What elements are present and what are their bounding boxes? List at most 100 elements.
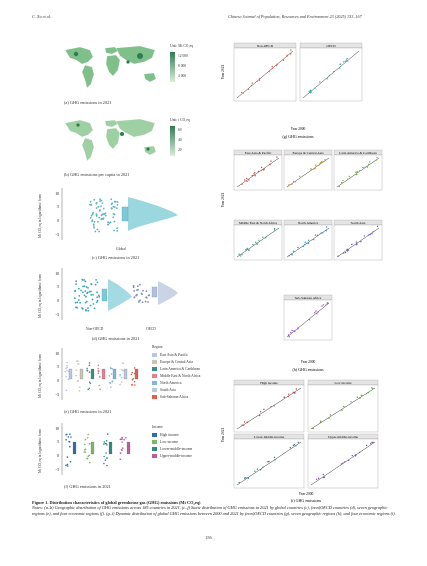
panel-point xyxy=(355,241,358,243)
c-dot xyxy=(112,205,115,208)
f-box xyxy=(72,441,77,455)
c-dot xyxy=(101,202,104,204)
e-dot xyxy=(88,371,91,373)
f-dot xyxy=(86,457,89,460)
c-ylabel: Mt CO₂eq in logarithmic form xyxy=(38,194,42,238)
panel-point xyxy=(269,163,271,166)
panel-point xyxy=(297,246,299,249)
e-dot xyxy=(64,370,66,373)
panel-point xyxy=(273,229,276,231)
e-dot xyxy=(86,370,89,372)
legend-e: Region East Asia & Pacific Europe & Centr… xyxy=(152,345,212,407)
e-dot xyxy=(88,364,91,367)
panel-point xyxy=(286,55,288,57)
f-dot xyxy=(65,464,67,467)
panel-point xyxy=(317,311,319,313)
c-dot xyxy=(91,213,94,216)
panel-point xyxy=(366,166,369,168)
legend-e-item: North America xyxy=(152,379,212,386)
legend-e-item: Europe & Central Asia xyxy=(152,358,212,365)
panel-point xyxy=(365,393,368,395)
e-dot xyxy=(97,372,100,375)
panel-fit-line xyxy=(336,227,380,258)
d-dot-oecd xyxy=(145,290,148,293)
d-dot-nonoecd xyxy=(84,290,87,292)
legend-label: East Asia & Pacific xyxy=(160,352,189,357)
panel-point xyxy=(244,179,246,181)
legend-f-item: Lower-middle-income xyxy=(152,445,212,452)
e-dot xyxy=(119,375,121,377)
legend-label: South Asia xyxy=(160,387,176,392)
panel-point xyxy=(306,242,308,244)
panel-point xyxy=(245,249,247,251)
panel-point xyxy=(370,442,372,445)
panel-point xyxy=(288,255,290,257)
panel-title: South Asia xyxy=(351,221,366,225)
e-dot xyxy=(111,381,113,383)
d-dot-nonoecd xyxy=(92,303,95,305)
map-b-legend-3: 20 xyxy=(178,148,182,152)
d-dot-nonoecd xyxy=(90,294,93,296)
panel-point xyxy=(364,166,366,168)
d-dot-nonoecd xyxy=(94,283,97,286)
map-a-legend-3: 4 000 xyxy=(178,74,187,78)
panel-point xyxy=(276,156,278,158)
d-dot-oecd xyxy=(133,296,136,299)
panel-point xyxy=(262,169,265,171)
d-dot-nonoecd xyxy=(87,309,90,312)
legend-e-item: South Asia xyxy=(152,386,212,393)
panel-point xyxy=(308,319,311,321)
e-box xyxy=(79,368,84,380)
e-dot xyxy=(77,363,80,365)
panel-point xyxy=(348,177,351,180)
panel-point xyxy=(359,397,361,399)
caption-h: (h) GHG emissions xyxy=(292,367,324,372)
c-dot xyxy=(100,199,103,202)
c-dot xyxy=(110,207,113,210)
d-dot-nonoecd xyxy=(77,287,80,290)
panel-point xyxy=(292,391,294,393)
chart-d-oecd: 10 5 0 −5 xyxy=(50,265,200,325)
f-dot xyxy=(65,439,67,441)
e-dot xyxy=(99,375,101,378)
panel-point xyxy=(358,451,361,454)
legend-label: Upper-middle-income xyxy=(160,453,192,458)
c-dot xyxy=(99,198,101,201)
panel-point xyxy=(346,60,349,62)
d-dot-oecd xyxy=(136,293,138,296)
d-dot-nonoecd xyxy=(90,290,92,293)
panel-point xyxy=(304,243,306,246)
e-dot xyxy=(87,388,89,391)
legend-e-item: Sub-Saharan Africa xyxy=(152,393,212,400)
panel-point xyxy=(340,463,343,465)
i-xlabel: Year 2000 xyxy=(299,492,314,496)
f-ytick-0: 0 xyxy=(57,454,59,458)
legend-f-title: Income xyxy=(152,425,163,429)
e-dot xyxy=(66,369,68,372)
panel-i-low: Low income xyxy=(307,379,379,433)
f-dot xyxy=(106,464,108,467)
d-dot-nonoecd xyxy=(76,306,78,309)
panel-point xyxy=(294,181,297,183)
caption-e: (e) GHG emissions in 2021 xyxy=(64,409,112,414)
panel-point xyxy=(242,424,245,426)
c-dot xyxy=(96,228,99,231)
legend-swatch xyxy=(152,380,157,385)
d-dot-nonoecd xyxy=(77,299,80,301)
e-dot xyxy=(88,387,91,390)
panel-point xyxy=(351,243,353,245)
f-dot xyxy=(86,437,89,439)
f-dot xyxy=(88,442,91,445)
chart-f-income: 10 5 0 −5 xyxy=(50,420,150,480)
panel-point xyxy=(290,49,292,51)
d-xlabel-oecd: OECD xyxy=(146,327,156,331)
e-dot xyxy=(133,372,136,375)
f-ytick-5: 5 xyxy=(57,440,59,444)
panel-point xyxy=(273,228,276,230)
panel-point xyxy=(315,164,317,166)
panel-point xyxy=(342,179,344,182)
panel-point xyxy=(315,310,317,312)
e-box xyxy=(112,368,117,380)
panel-point xyxy=(326,78,328,80)
d-ytick-10: 10 xyxy=(55,272,59,276)
